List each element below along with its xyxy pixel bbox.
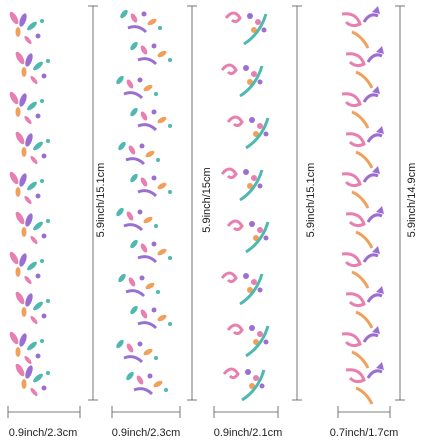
width-label: 0.9inch/2.3cm [9, 427, 77, 439]
stencil-1 [7, 10, 50, 398]
height-dimensions [88, 5, 405, 401]
height-label: 5.9inch/15.1cm [305, 163, 317, 238]
width-label: 0.9inch/2.1cm [214, 427, 282, 439]
height-label: 5.9inch/15cm [201, 167, 213, 232]
stencil-3 [220, 11, 270, 402]
stencil-4 [340, 4, 386, 406]
height-label: 5.9inch/14.9cm [406, 163, 418, 238]
width-label: 0.9inch/2.3cm [112, 427, 180, 439]
stencil-2 [113, 7, 174, 396]
height-label: 5.9inch/15.1cm [95, 163, 107, 238]
width-label: 0.7inch/1.7cm [330, 427, 398, 439]
width-dimensions [7, 406, 391, 418]
